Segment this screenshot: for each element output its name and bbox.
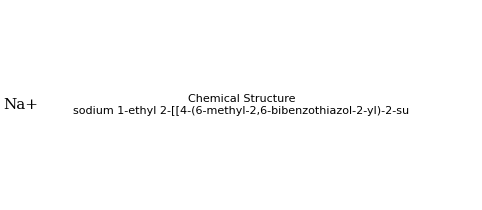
Text: Chemical Structure
sodium 1-ethyl 2-[[4-(6-methyl-2,6-bibenzothiazol-2-yl)-2-su: Chemical Structure sodium 1-ethyl 2-[[4-… <box>73 94 410 116</box>
Text: Na+: Na+ <box>3 98 39 112</box>
